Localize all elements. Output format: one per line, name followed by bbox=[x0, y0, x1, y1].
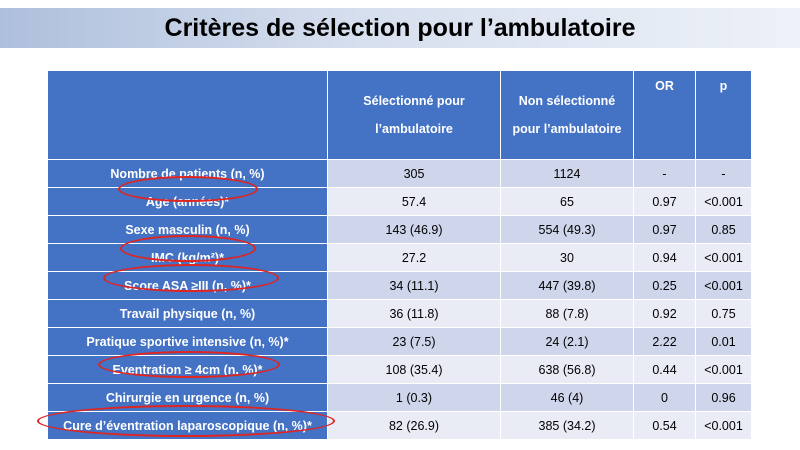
cell-selected: 34 (11.1) bbox=[327, 271, 501, 300]
cell-p: <0.001 bbox=[695, 187, 752, 216]
cell-selected: 143 (46.9) bbox=[327, 215, 501, 244]
cell-not-selected: 24 (2.1) bbox=[500, 327, 634, 356]
criteria-table: Sélectionné pour l’ambulatoire Non sélec… bbox=[47, 70, 752, 440]
cell-not-selected: 88 (7.8) bbox=[500, 299, 634, 328]
table-row: Chirurgie en urgence (n, %) 1 (0.3) 46 (… bbox=[47, 383, 752, 412]
cell-selected: 305 bbox=[327, 159, 501, 188]
cell-or: 0.97 bbox=[633, 187, 696, 216]
cell-p: 0.75 bbox=[695, 299, 752, 328]
cell-selected: 36 (11.8) bbox=[327, 299, 501, 328]
table-row: Pratique sportive intensive (n, %)* 23 (… bbox=[47, 327, 752, 356]
table-row: Sexe masculin (n, %) 143 (46.9) 554 (49.… bbox=[47, 215, 752, 244]
cell-not-selected: 30 bbox=[500, 243, 634, 272]
cell-p: <0.001 bbox=[695, 355, 752, 384]
cell-selected: 23 (7.5) bbox=[327, 327, 501, 356]
cell-p: <0.001 bbox=[695, 411, 752, 440]
header-selected-line1: Sélectionné pour bbox=[363, 94, 465, 108]
cell-selected: 27.2 bbox=[327, 243, 501, 272]
cell-p: <0.001 bbox=[695, 271, 752, 300]
header-selected-line2: l’ambulatoire bbox=[375, 122, 453, 136]
header-not-selected-line1: Non sélectionné bbox=[518, 94, 616, 108]
row-label: Eventration ≥ 4cm (n, %)* bbox=[47, 355, 328, 384]
cell-not-selected: 46 (4) bbox=[500, 383, 634, 412]
row-label: Cure d’éventration laparoscopique (n, %)… bbox=[47, 411, 328, 440]
cell-or: 0.94 bbox=[633, 243, 696, 272]
cell-selected: 1 (0.3) bbox=[327, 383, 501, 412]
table-row: IMC (kg/m²)* 27.2 30 0.94 <0.001 bbox=[47, 243, 752, 272]
header-selected: Sélectionné pour l’ambulatoire bbox=[327, 70, 501, 160]
cell-selected: 57.4 bbox=[327, 187, 501, 216]
row-label: IMC (kg/m²)* bbox=[47, 243, 328, 272]
header-not-selected-line2: pour l’ambulatoire bbox=[512, 122, 622, 136]
slide-title: Critères de sélection pour l’ambulatoire bbox=[164, 14, 636, 42]
table-row: Eventration ≥ 4cm (n, %)* 108 (35.4) 638… bbox=[47, 355, 752, 384]
cell-not-selected: 638 (56.8) bbox=[500, 355, 634, 384]
cell-p: 0.96 bbox=[695, 383, 752, 412]
cell-not-selected: 65 bbox=[500, 187, 634, 216]
cell-or: 0.54 bbox=[633, 411, 696, 440]
cell-or: - bbox=[633, 159, 696, 188]
cell-not-selected: 1124 bbox=[500, 159, 634, 188]
title-band bbox=[0, 8, 800, 48]
table-row: Travail physique (n, %) 36 (11.8) 88 (7.… bbox=[47, 299, 752, 328]
cell-p: 0.01 bbox=[695, 327, 752, 356]
table-row: Cure d’éventration laparoscopique (n, %)… bbox=[47, 411, 752, 440]
row-label: Score ASA ≥III (n, %)* bbox=[47, 271, 328, 300]
cell-or: 0.25 bbox=[633, 271, 696, 300]
row-label: Chirurgie en urgence (n, %) bbox=[47, 383, 328, 412]
cell-p: - bbox=[695, 159, 752, 188]
cell-or: 2.22 bbox=[633, 327, 696, 356]
header-or: OR bbox=[633, 70, 696, 160]
table-row: Score ASA ≥III (n, %)* 34 (11.1) 447 (39… bbox=[47, 271, 752, 300]
cell-not-selected: 447 (39.8) bbox=[500, 271, 634, 300]
cell-not-selected: 554 (49.3) bbox=[500, 215, 634, 244]
header-label-cell bbox=[47, 70, 328, 160]
cell-p: 0.85 bbox=[695, 215, 752, 244]
cell-or: 0.97 bbox=[633, 215, 696, 244]
row-label: Travail physique (n, %) bbox=[47, 299, 328, 328]
cell-or: 0 bbox=[633, 383, 696, 412]
cell-selected: 82 (26.9) bbox=[327, 411, 501, 440]
cell-selected: 108 (35.4) bbox=[327, 355, 501, 384]
table-header-row: Sélectionné pour l’ambulatoire Non sélec… bbox=[47, 70, 752, 160]
cell-or: 0.92 bbox=[633, 299, 696, 328]
header-not-selected: Non sélectionné pour l’ambulatoire bbox=[500, 70, 634, 160]
cell-p: <0.001 bbox=[695, 243, 752, 272]
table-row: Nombre de patients (n, %) 305 1124 - - bbox=[47, 159, 752, 188]
row-label: Age (années)* bbox=[47, 187, 328, 216]
row-label: Pratique sportive intensive (n, %)* bbox=[47, 327, 328, 356]
header-p: p bbox=[695, 70, 752, 160]
cell-or: 0.44 bbox=[633, 355, 696, 384]
table-row: Age (années)* 57.4 65 0.97 <0.001 bbox=[47, 187, 752, 216]
cell-not-selected: 385 (34.2) bbox=[500, 411, 634, 440]
row-label: Sexe masculin (n, %) bbox=[47, 215, 328, 244]
row-label: Nombre de patients (n, %) bbox=[47, 159, 328, 188]
